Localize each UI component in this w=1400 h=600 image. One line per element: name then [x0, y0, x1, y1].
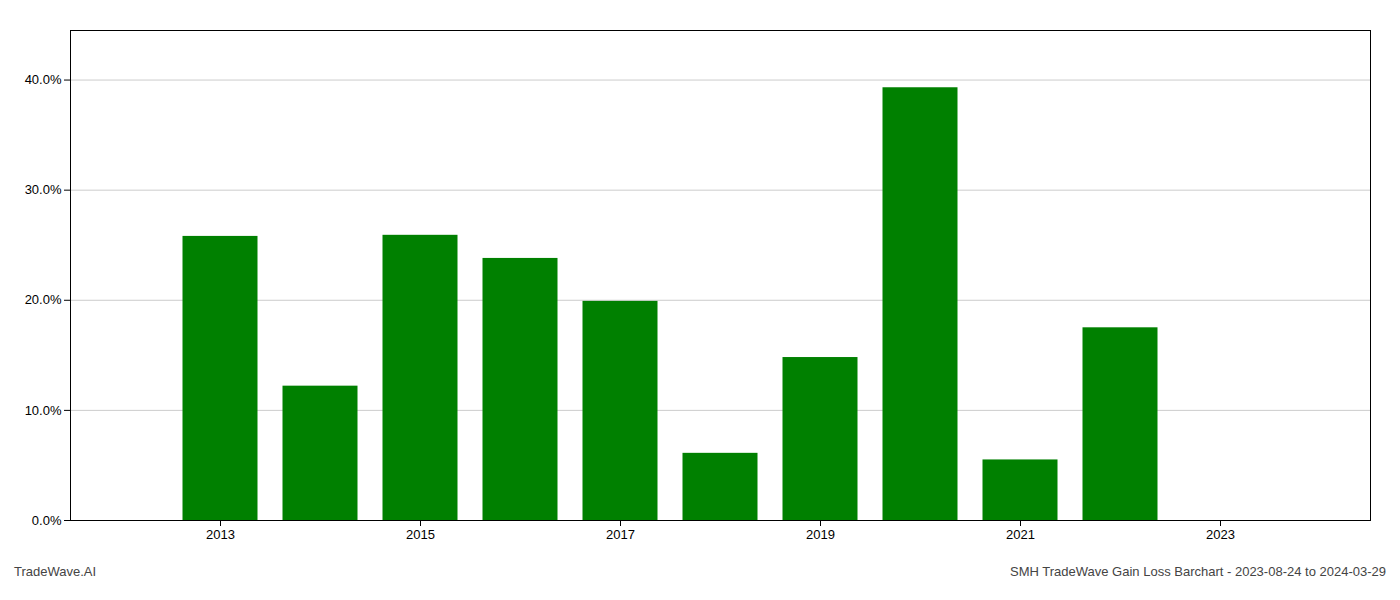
svg-text:2017: 2017 — [606, 527, 635, 542]
svg-text:10.0%: 10.0% — [25, 403, 62, 418]
svg-text:30.0%: 30.0% — [25, 182, 62, 197]
svg-text:40.0%: 40.0% — [25, 72, 62, 87]
svg-text:2021: 2021 — [1006, 527, 1035, 542]
svg-text:2015: 2015 — [406, 527, 435, 542]
html-text:TradeWave.AI: TradeWave.AI — [14, 564, 97, 579]
svg-text:2019: 2019 — [806, 527, 835, 542]
svg-text:2013: 2013 — [206, 527, 235, 542]
svg-text:0.0%: 0.0% — [32, 513, 62, 528]
html-text:SMH TradeWave Gain Loss Barcha: SMH TradeWave Gain Loss Barchart - 2023-… — [1010, 564, 1386, 579]
svg-text:2023: 2023 — [1206, 527, 1235, 542]
svg-text:20.0%: 20.0% — [25, 292, 62, 307]
